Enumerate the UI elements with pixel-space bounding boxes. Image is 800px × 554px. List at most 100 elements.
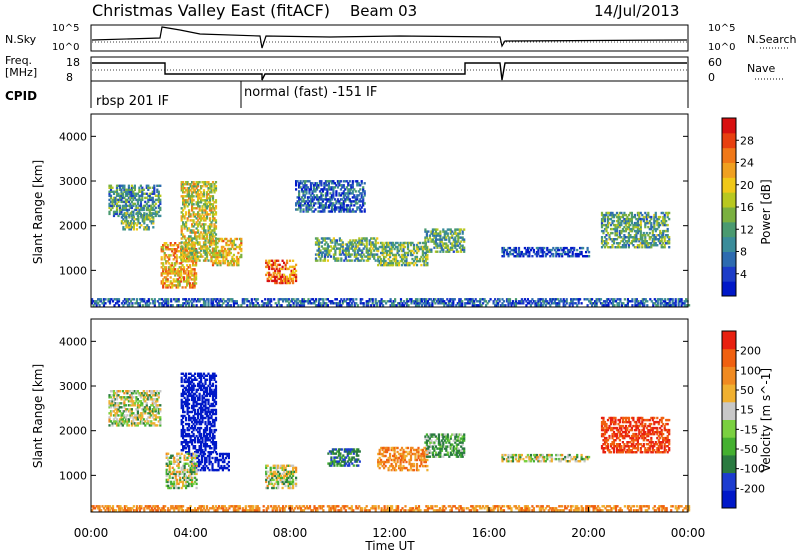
power-cell	[138, 208, 141, 212]
power-cell	[302, 210, 305, 213]
power-cell	[594, 304, 597, 307]
power-cell	[189, 266, 192, 269]
power-cell	[147, 208, 150, 212]
power-cell	[132, 222, 135, 225]
power-cell	[153, 298, 156, 301]
power-cell	[384, 249, 387, 253]
power-cell	[620, 302, 623, 305]
velocity-cell	[192, 404, 195, 408]
velocity-cell	[147, 396, 150, 399]
power-cell	[442, 230, 445, 233]
velocity-cell	[198, 374, 201, 377]
power-cell	[611, 246, 614, 249]
power-cell	[327, 210, 330, 213]
power-cell	[324, 206, 327, 209]
power-cell	[192, 187, 195, 190]
power-cell	[514, 255, 518, 258]
power-cell	[132, 226, 135, 229]
power-cell	[309, 184, 313, 187]
power-cell	[424, 255, 427, 259]
power-cell	[602, 229, 605, 233]
power-cell	[167, 300, 170, 303]
power-cell	[334, 298, 337, 301]
power-cell	[186, 217, 189, 220]
power-cell	[626, 219, 629, 223]
power-cell	[605, 227, 608, 231]
power-cell	[127, 204, 130, 208]
power-cell	[602, 219, 605, 223]
velocity-cell	[202, 430, 206, 434]
power-cell	[617, 223, 620, 227]
power-cell	[216, 253, 219, 257]
velocity-cell	[142, 412, 145, 415]
velocity-cell	[117, 394, 120, 397]
power-cell	[326, 206, 329, 209]
power-cell	[588, 255, 591, 258]
velocity-cell	[204, 426, 207, 430]
power-cell	[659, 300, 662, 303]
power-cell	[558, 302, 561, 305]
power-cell	[458, 230, 461, 233]
power-cell	[467, 300, 470, 303]
power-cell	[316, 243, 319, 246]
power-cell	[627, 213, 630, 217]
power-cell	[154, 212, 157, 216]
power-cell	[172, 270, 175, 273]
power-cell	[638, 246, 641, 249]
power-cell	[639, 221, 642, 225]
velocity-cell	[153, 394, 156, 397]
velocity-cell	[189, 392, 192, 396]
velocity-cell	[109, 414, 113, 417]
velocity-cell	[182, 432, 185, 436]
power-cell	[368, 249, 371, 252]
power-cell	[207, 193, 210, 196]
power-cell	[431, 228, 434, 231]
power-cell	[160, 282, 163, 285]
power-cell	[347, 198, 350, 201]
power-cell	[338, 206, 341, 209]
power-cell	[232, 259, 235, 263]
power-cell	[341, 186, 344, 189]
power-cell	[386, 243, 389, 247]
velocity-cell	[133, 390, 136, 393]
velocity-cell	[120, 420, 123, 423]
power-cell	[338, 239, 341, 242]
power-cell	[320, 196, 323, 199]
power-cell	[344, 192, 347, 195]
power-cell	[183, 227, 186, 230]
power-cell	[610, 302, 613, 305]
power-cell	[328, 249, 331, 252]
power-cell	[129, 226, 132, 229]
power-cell	[396, 263, 399, 267]
power-cell	[210, 298, 213, 301]
power-cell	[459, 304, 462, 307]
power-cell	[217, 237, 221, 241]
power-cell	[125, 224, 128, 227]
velocity-cell	[121, 410, 124, 413]
power-cell	[395, 263, 398, 267]
power-cell	[353, 247, 356, 250]
power-cell	[185, 255, 188, 258]
power-cell	[191, 302, 194, 305]
power-cell	[409, 243, 413, 247]
power-cell	[317, 198, 320, 201]
power-cell	[274, 281, 277, 285]
power-cell	[147, 198, 150, 202]
velocity-cell	[108, 420, 111, 423]
power-cell	[507, 252, 510, 256]
power-cell	[111, 200, 114, 204]
power-cell	[433, 236, 436, 239]
power-cell	[315, 186, 319, 189]
power-cell	[205, 255, 209, 258]
power-cell	[213, 253, 216, 257]
power-cell	[299, 182, 302, 185]
power-cell	[451, 248, 454, 251]
power-cell	[611, 302, 615, 305]
velocity-cell	[148, 390, 151, 393]
power-cell	[455, 240, 458, 243]
velocity-cell	[111, 424, 114, 427]
power-cell	[139, 194, 142, 197]
power-cell	[648, 242, 651, 245]
power-cell	[403, 245, 407, 249]
power-cell	[301, 304, 304, 307]
